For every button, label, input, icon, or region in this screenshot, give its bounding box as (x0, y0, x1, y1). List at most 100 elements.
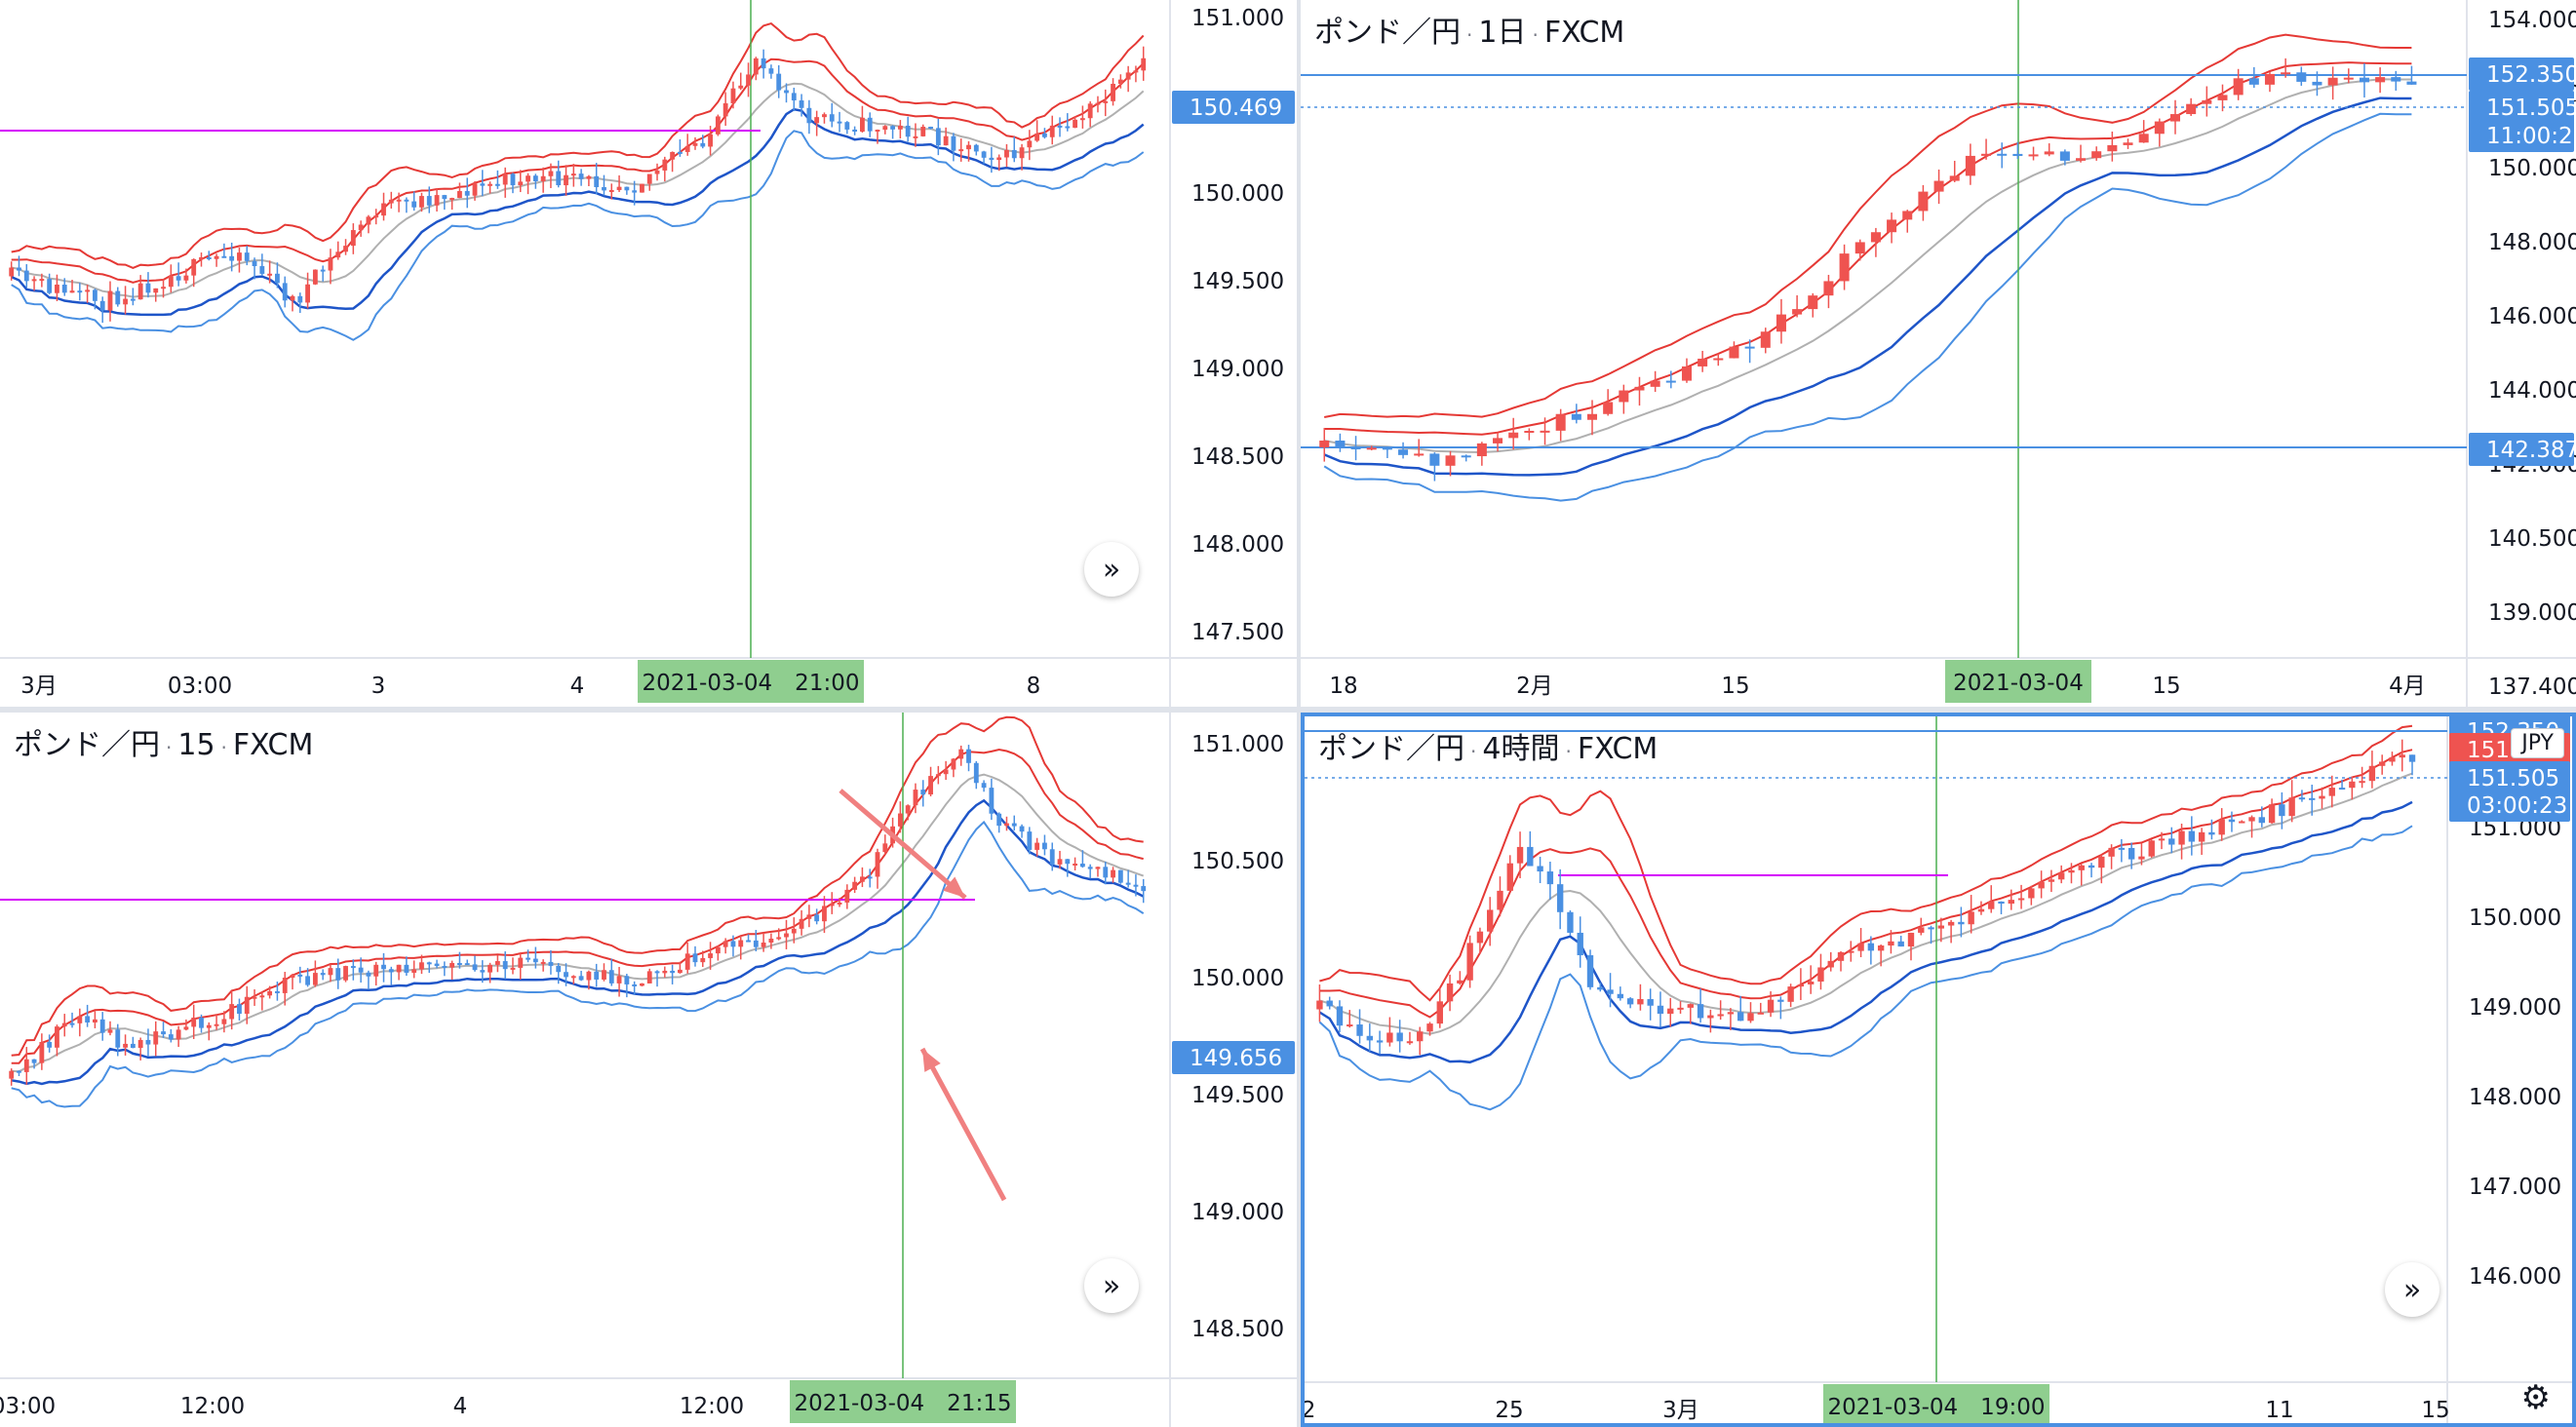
candle-body (2239, 821, 2245, 824)
pane-divider-horizontal[interactable] (0, 707, 2576, 713)
band-upper-2 (11, 715, 1144, 1057)
candle-body (252, 996, 257, 999)
candle-body (1125, 882, 1131, 885)
candle-body (548, 961, 554, 966)
candle-body (700, 142, 706, 147)
candle-body (882, 126, 888, 131)
candle-body (1737, 1012, 1744, 1022)
candle-body (2258, 817, 2265, 824)
candle-body (2359, 781, 2365, 784)
chart-title-daily: ポンド／円 · 1日 · FXCM (1314, 16, 1625, 50)
candle-body (472, 964, 478, 971)
annotation-arrow-up-head (922, 1049, 941, 1072)
price-tick-label: 148.500 (1191, 1317, 1284, 1342)
candle-body (738, 85, 744, 89)
candle-body (1657, 1005, 1664, 1015)
timeframe-label[interactable]: 15 (177, 728, 215, 762)
candle-body (297, 295, 303, 303)
time-tick-label: 11 (2265, 1398, 2293, 1423)
candle-body (305, 284, 310, 303)
candle-body (776, 937, 782, 940)
candle-body (1004, 823, 1009, 827)
candle-body (2264, 73, 2275, 85)
candle-body (366, 972, 371, 977)
candle-body (1336, 1006, 1344, 1026)
candle-body (799, 100, 804, 108)
candle-body (1958, 921, 1965, 925)
candle-body (564, 972, 568, 978)
candle-body (1019, 147, 1025, 159)
candle-body (966, 749, 971, 763)
chart-pane-4h[interactable]: 152.000151.000150.000149.000148.000147.0… (1301, 713, 2576, 1427)
candle-body (1429, 453, 1440, 466)
candle-body (2338, 788, 2346, 791)
candle-body (2296, 72, 2307, 82)
candle-body (1949, 175, 1960, 181)
price-tick-label: 150.000 (1191, 181, 1284, 207)
candle-body (722, 102, 728, 117)
candle-body (2391, 77, 2401, 82)
chart-pane-15m[interactable]: 151.000 150.500 150.000 149.500 149.000 148.5… (0, 713, 1297, 1427)
candle-body (2068, 869, 2075, 873)
candle-body (935, 128, 941, 146)
candle-body (722, 941, 728, 947)
candle-body (434, 963, 440, 967)
candle-body (2309, 797, 2316, 800)
chart-canvas-4h[interactable]: 152.000151.000150.000149.000148.000147.0… (1305, 716, 2572, 1423)
chart-pane-m1[interactable]: 151.000150.500150.000149.500149.000148.5… (0, 0, 1297, 707)
pane-divider-vertical[interactable] (1297, 0, 1301, 1427)
candle-body (335, 968, 341, 981)
candle-body (1792, 309, 1803, 315)
candle-body (1004, 149, 1009, 158)
candle-body (806, 107, 812, 124)
candle-body (1111, 869, 1115, 878)
candle-body (1571, 413, 1581, 420)
candle-body (123, 298, 128, 305)
price-tick-label: 147.000 (2469, 1175, 2561, 1200)
candle-body (1034, 133, 1040, 141)
candle-body (996, 813, 1002, 827)
candle-body (2154, 121, 2165, 135)
candle-body (2349, 781, 2356, 789)
chart-pane-daily[interactable]: 154.000152.000150.000148.000146.000144.0… (1301, 0, 2576, 707)
price-badge (2469, 91, 2574, 124)
candle-body (989, 788, 995, 814)
candle-body (183, 275, 189, 281)
candle-body (1406, 1041, 1414, 1044)
chart-canvas-m1[interactable]: 151.000150.500150.000149.500149.000148.5… (0, 0, 1297, 707)
candle-body (1497, 890, 1503, 910)
scroll-right-icon[interactable]: » (1084, 1258, 1139, 1313)
candle-body (320, 269, 326, 272)
candle-body (259, 995, 265, 998)
candle-body (1647, 999, 1654, 1006)
candle-body (1079, 118, 1085, 121)
chart-canvas-daily[interactable]: 154.000152.000150.000148.000146.000144.0… (1301, 0, 2576, 707)
scroll-right-icon[interactable]: » (1084, 542, 1139, 597)
timeframe-label[interactable]: 1日 (1478, 16, 1527, 50)
settings-icon[interactable]: ⚙ (2520, 1378, 2551, 1417)
candle-body (578, 976, 584, 981)
candle-body (1902, 211, 1913, 220)
candle-body (806, 914, 812, 919)
candle-body (259, 266, 265, 274)
candle-body (1079, 864, 1085, 868)
chart-canvas-15m[interactable]: 151.000 150.500 150.000 149.500 149.000 148.5… (0, 713, 1297, 1427)
candle-body (168, 276, 174, 288)
candle-body (1466, 943, 1473, 981)
currency-button[interactable]: JPY (2511, 728, 2564, 758)
candle-body (252, 260, 257, 267)
scroll-right-icon[interactable]: » (2385, 1262, 2439, 1317)
candle-body (381, 203, 386, 216)
candle-body (1767, 999, 1775, 1013)
candle-body (494, 961, 500, 965)
candle-body (1968, 911, 1974, 925)
candle-body (837, 121, 842, 124)
candle-body (1103, 867, 1109, 878)
candle-body (1807, 982, 1815, 984)
timeframe-label[interactable]: 4時間 (1482, 732, 1560, 766)
chart-title-15m: ポンド／円 · 15 · FXCM (14, 728, 314, 762)
candle-body (784, 933, 789, 938)
symbol-name: ポンド／円 (14, 728, 160, 762)
candle-body (654, 971, 660, 974)
candle-body (328, 257, 333, 271)
